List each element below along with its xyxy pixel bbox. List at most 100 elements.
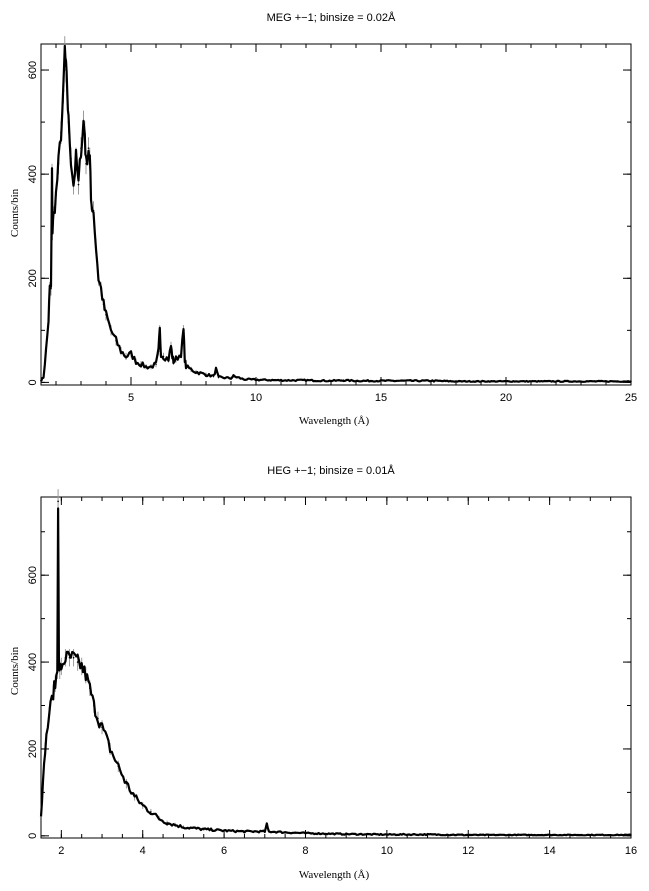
heg-data-point bbox=[548, 834, 551, 836]
meg-data-point bbox=[57, 162, 60, 165]
heg-data-point bbox=[325, 832, 327, 835]
meg-data-point bbox=[85, 162, 87, 165]
meg-data-point bbox=[42, 376, 45, 378]
meg-data-point bbox=[342, 379, 345, 382]
meg-data-point bbox=[605, 380, 607, 383]
meg-data-point bbox=[66, 90, 69, 92]
meg-data-point bbox=[212, 375, 215, 377]
heg-data-point bbox=[93, 704, 95, 707]
meg-data-point bbox=[72, 183, 75, 186]
meg-data-point bbox=[171, 355, 174, 358]
meg-data-point bbox=[183, 358, 186, 360]
meg-data-point bbox=[405, 380, 407, 382]
heg-data-point bbox=[182, 826, 185, 828]
meg-y-tick-label: 400 bbox=[27, 165, 39, 183]
meg-data-point bbox=[67, 121, 70, 123]
meg-data-point bbox=[55, 194, 57, 196]
heg-data-point bbox=[58, 661, 60, 663]
meg-data-point bbox=[190, 368, 192, 371]
heg-data-point bbox=[44, 748, 46, 750]
meg-data-point bbox=[40, 380, 42, 382]
meg-data-point bbox=[83, 131, 86, 134]
meg-data-point bbox=[105, 313, 107, 316]
meg-y-tick-label: 200 bbox=[27, 269, 39, 287]
heg-data-point bbox=[150, 811, 152, 813]
meg-data-point bbox=[205, 373, 207, 376]
heg-data-point bbox=[426, 833, 429, 836]
meg-data-point bbox=[52, 215, 55, 217]
meg-data-point bbox=[50, 287, 52, 290]
meg-data-point bbox=[100, 287, 102, 290]
heg-data-point bbox=[60, 665, 63, 668]
heg-error-bars bbox=[40, 489, 632, 836]
heg-data-point bbox=[174, 824, 177, 826]
meg-x-tick-label: 10 bbox=[250, 392, 262, 404]
meg-data-point bbox=[110, 329, 112, 332]
meg-data-point bbox=[135, 360, 137, 363]
heg-data-point bbox=[52, 691, 55, 694]
meg-data-point bbox=[455, 380, 457, 383]
heg-data-point bbox=[508, 834, 510, 836]
heg-chart-title: HEG +−1; binsize = 0.01Å bbox=[267, 464, 395, 477]
meg-data-point bbox=[125, 355, 127, 358]
heg-x-tick-label: 8 bbox=[302, 845, 308, 857]
heg-data-point bbox=[589, 834, 592, 836]
meg-data-point bbox=[88, 157, 91, 160]
meg-x-tick-label: 15 bbox=[375, 392, 387, 404]
meg-data-points bbox=[40, 48, 632, 383]
meg-data-point bbox=[232, 375, 235, 377]
heg-data-point bbox=[48, 713, 50, 715]
meg-data-point bbox=[51, 173, 53, 175]
heg-data-point bbox=[166, 821, 168, 824]
meg-data-point bbox=[230, 377, 232, 380]
heg-x-tick-label: 10 bbox=[381, 845, 393, 857]
meg-data-point bbox=[60, 131, 62, 134]
meg-y-axis-label: Counts/bin bbox=[9, 188, 21, 237]
heg-data-point bbox=[54, 682, 57, 685]
meg-error-bars bbox=[40, 36, 632, 382]
meg-data-point bbox=[505, 380, 507, 383]
heg-data-point bbox=[97, 717, 99, 720]
meg-data-point bbox=[95, 246, 97, 248]
meg-x-tick-label: 20 bbox=[500, 392, 512, 404]
meg-data-point bbox=[215, 368, 217, 371]
heg-data-point bbox=[40, 813, 42, 815]
heg-data-point bbox=[84, 674, 87, 676]
meg-plot-area: 5 10 15 20 25 0 200 400 600 bbox=[27, 36, 637, 404]
heg-data-point bbox=[64, 656, 67, 659]
heg-x-axis-label: Wavelength (Å) bbox=[299, 869, 370, 881]
meg-data-point bbox=[130, 352, 132, 355]
heg-data-point bbox=[72, 656, 75, 659]
meg-data-point bbox=[102, 303, 105, 306]
meg-data-point bbox=[47, 319, 50, 321]
heg-data-point bbox=[68, 656, 71, 659]
meg-data-point bbox=[82, 121, 85, 123]
heg-y-tick-label: 0 bbox=[27, 833, 39, 839]
heg-data-point bbox=[386, 833, 388, 836]
meg-data-point bbox=[175, 358, 177, 360]
meg-data-point bbox=[182, 329, 185, 332]
meg-data-point bbox=[80, 147, 82, 149]
heg-data-point bbox=[266, 824, 268, 826]
meg-data-point bbox=[87, 147, 90, 149]
heg-data-point bbox=[117, 765, 120, 768]
heg-x-tick-label: 12 bbox=[462, 845, 474, 857]
heg-data-point bbox=[109, 748, 111, 750]
meg-data-point bbox=[77, 183, 80, 186]
meg-data-point bbox=[355, 380, 357, 382]
meg-data-point bbox=[157, 350, 160, 352]
meg-data-point bbox=[145, 365, 147, 368]
meg-data-point bbox=[217, 376, 220, 378]
heg-data-point bbox=[243, 830, 246, 833]
meg-data-point bbox=[155, 363, 157, 365]
heg-y-tick-label: 600 bbox=[27, 566, 39, 584]
heg-data-point bbox=[133, 795, 136, 798]
meg-data-point bbox=[140, 363, 142, 365]
meg-data-point bbox=[580, 380, 582, 383]
meg-data-point bbox=[172, 360, 175, 363]
heg-data-points bbox=[40, 500, 632, 836]
meg-data-point bbox=[45, 350, 47, 352]
heg-data-point bbox=[101, 726, 103, 729]
meg-data-point bbox=[530, 380, 532, 383]
